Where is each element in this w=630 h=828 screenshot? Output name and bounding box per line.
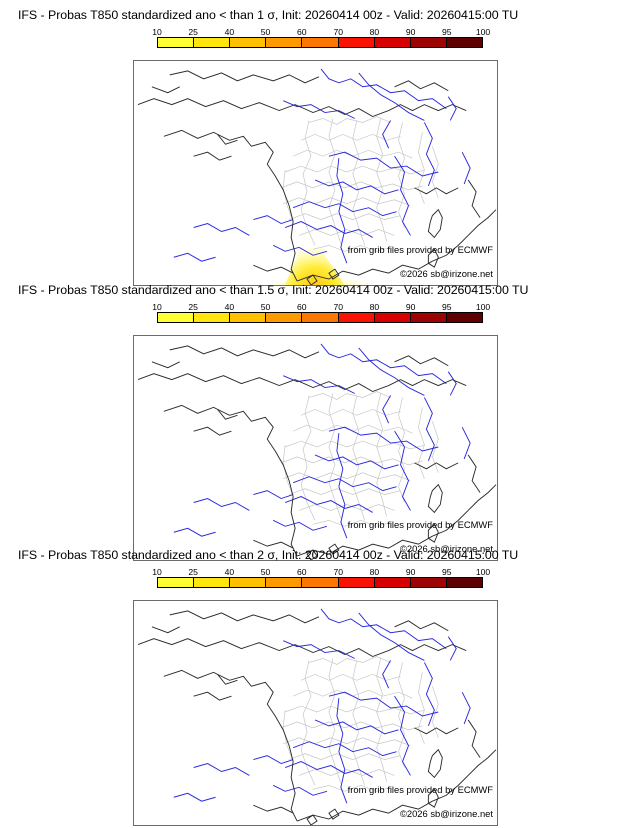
colorbar-tick-80: 80 <box>369 27 380 37</box>
colorbar-segment-7 <box>410 313 447 322</box>
colorbar: 10 25 40 50 60 70 80 90 95 100 <box>152 302 490 323</box>
colorbar: 10 25 40 50 60 70 80 90 95 100 <box>152 567 490 588</box>
colorbar-segment-4 <box>302 38 339 47</box>
rivers <box>173 608 471 804</box>
copyright-credit: ©2026 sb@irizone.net <box>399 543 493 554</box>
colorbar-tick-90: 90 <box>405 302 416 312</box>
colorbar-tick-80: 80 <box>369 302 380 312</box>
colorbar-segment-2 <box>230 313 267 322</box>
colorbar-tick-10: 10 <box>152 27 162 37</box>
colorbar-segment-8 <box>446 578 482 587</box>
copyright-credit: ©2026 sb@irizone.net <box>399 268 493 279</box>
colorbar-segment-5 <box>338 313 375 322</box>
data-source-credit: from grib files provided by ECMWF <box>347 784 493 795</box>
colorbar-tick-25: 25 <box>188 27 198 37</box>
panel-title: IFS - Probas T850 standardized ano < tha… <box>18 548 519 562</box>
colorbar-segment-0 <box>158 38 195 47</box>
map-canvas[interactable]: from grib files provided by ECMWF ©2026 … <box>133 600 498 826</box>
colorbar-tick-50: 50 <box>260 302 271 312</box>
colorbar-segment-6 <box>374 313 411 322</box>
colorbar-tick-labels: 10 25 40 50 60 70 80 90 95 100 <box>152 302 490 313</box>
coastlines <box>137 610 497 825</box>
colorbar-tick-100: 100 <box>475 567 491 577</box>
colorbar-tick-50: 50 <box>260 567 271 577</box>
colorbar-tick-95: 95 <box>442 27 452 37</box>
colorbar-segment-7 <box>410 38 447 47</box>
colorbar-segment-4 <box>302 578 339 587</box>
colorbar-tick-40: 40 <box>224 27 235 37</box>
colorbar-tick-50: 50 <box>260 27 271 37</box>
colorbar-gradient <box>157 37 483 48</box>
colorbar-tick-60: 60 <box>296 302 307 312</box>
colorbar-tick-10: 10 <box>152 567 162 577</box>
colorbar-segment-5 <box>338 578 375 587</box>
colorbar-tick-40: 40 <box>224 567 235 577</box>
colorbar-segment-4 <box>302 313 339 322</box>
data-source-credit: from grib files provided by ECMWF <box>347 244 493 255</box>
rivers <box>173 343 471 539</box>
panel-title: IFS - Probas T850 standardized ano < tha… <box>18 283 529 297</box>
map-geometry <box>137 68 497 285</box>
colorbar-tick-25: 25 <box>188 302 198 312</box>
colorbar-segment-5 <box>338 38 375 47</box>
colorbar-gradient <box>157 312 483 323</box>
colorbar-tick-95: 95 <box>442 302 452 312</box>
colorbar-tick-95: 95 <box>442 567 452 577</box>
map-geometry <box>137 608 497 825</box>
colorbar-tick-40: 40 <box>224 302 235 312</box>
colorbar-tick-90: 90 <box>405 567 416 577</box>
colorbar-tick-100: 100 <box>475 302 491 312</box>
department-boundaries <box>281 116 439 252</box>
department-boundaries <box>281 656 439 792</box>
colorbar-tick-70: 70 <box>333 27 344 37</box>
colorbar-segment-2 <box>230 578 267 587</box>
map-geometry <box>137 343 497 560</box>
colorbar-segment-8 <box>446 38 482 47</box>
colorbar-segment-1 <box>194 38 231 47</box>
colorbar-tick-60: 60 <box>296 567 307 577</box>
colorbar-segment-7 <box>410 578 447 587</box>
colorbar-segment-1 <box>194 578 231 587</box>
colorbar-gradient <box>157 577 483 588</box>
colorbar-tick-70: 70 <box>333 567 344 577</box>
department-boundaries <box>281 391 439 527</box>
coastlines <box>137 70 497 285</box>
colorbar-segment-3 <box>266 38 303 47</box>
colorbar-tick-labels: 10 25 40 50 60 70 80 90 95 100 <box>152 27 490 38</box>
map-canvas[interactable]: from grib files provided by ECMWF ©2026 … <box>133 335 498 561</box>
colorbar-segment-6 <box>374 38 411 47</box>
colorbar-segment-8 <box>446 313 482 322</box>
map-canvas[interactable]: from grib files provided by ECMWF ©2026 … <box>133 60 498 286</box>
colorbar-tick-60: 60 <box>296 27 307 37</box>
colorbar-segment-0 <box>158 578 195 587</box>
colorbar-segment-6 <box>374 578 411 587</box>
data-source-credit: from grib files provided by ECMWF <box>347 519 493 530</box>
colorbar-segment-3 <box>266 578 303 587</box>
colorbar: 10 25 40 50 60 70 80 90 95 100 <box>152 27 490 48</box>
colorbar-tick-25: 25 <box>188 567 198 577</box>
colorbar-tick-90: 90 <box>405 27 416 37</box>
colorbar-segment-1 <box>194 313 231 322</box>
colorbar-segment-2 <box>230 38 267 47</box>
colorbar-tick-80: 80 <box>369 567 380 577</box>
coastlines <box>137 345 497 560</box>
colorbar-segment-3 <box>266 313 303 322</box>
copyright-credit: ©2026 sb@irizone.net <box>399 808 493 819</box>
panel-title: IFS - Probas T850 standardized ano < tha… <box>18 8 519 22</box>
colorbar-tick-70: 70 <box>333 302 344 312</box>
colorbar-tick-10: 10 <box>152 302 162 312</box>
colorbar-tick-100: 100 <box>475 27 491 37</box>
colorbar-tick-labels: 10 25 40 50 60 70 80 90 95 100 <box>152 567 490 578</box>
anomaly-field <box>254 231 384 285</box>
colorbar-segment-0 <box>158 313 195 322</box>
rivers <box>173 68 471 264</box>
